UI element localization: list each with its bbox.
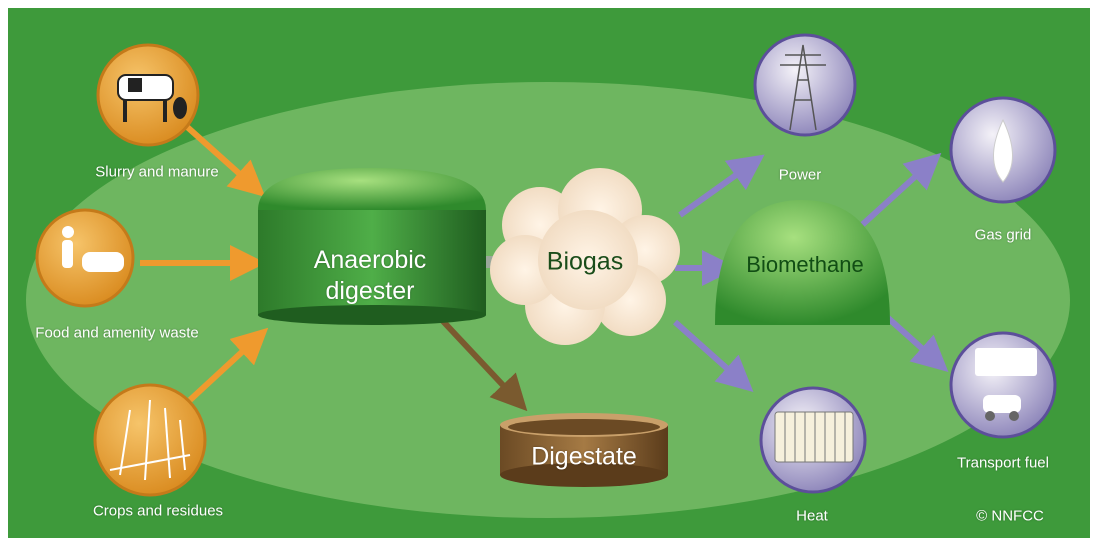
biogas-label: Biogas xyxy=(547,248,623,277)
digestate-label: Digestate xyxy=(531,443,637,472)
output-label: Power xyxy=(779,167,822,184)
input-label: Slurry and manure xyxy=(95,164,218,181)
input-label: Food and amenity waste xyxy=(35,325,198,342)
digester-label: Anaerobic digester xyxy=(290,245,450,307)
output-label: Gas grid xyxy=(975,227,1032,244)
credit: © NNFCC xyxy=(976,508,1044,525)
output-label: Transport fuel xyxy=(957,455,1049,472)
radiator xyxy=(775,412,853,462)
power-icon xyxy=(755,35,855,135)
input-label: Crops and residues xyxy=(93,503,223,520)
biomethane-label: Biomethane xyxy=(746,252,863,278)
diagram: Slurry and manure Food and amenity waste… xyxy=(0,0,1098,546)
output-label: Heat xyxy=(796,508,828,525)
